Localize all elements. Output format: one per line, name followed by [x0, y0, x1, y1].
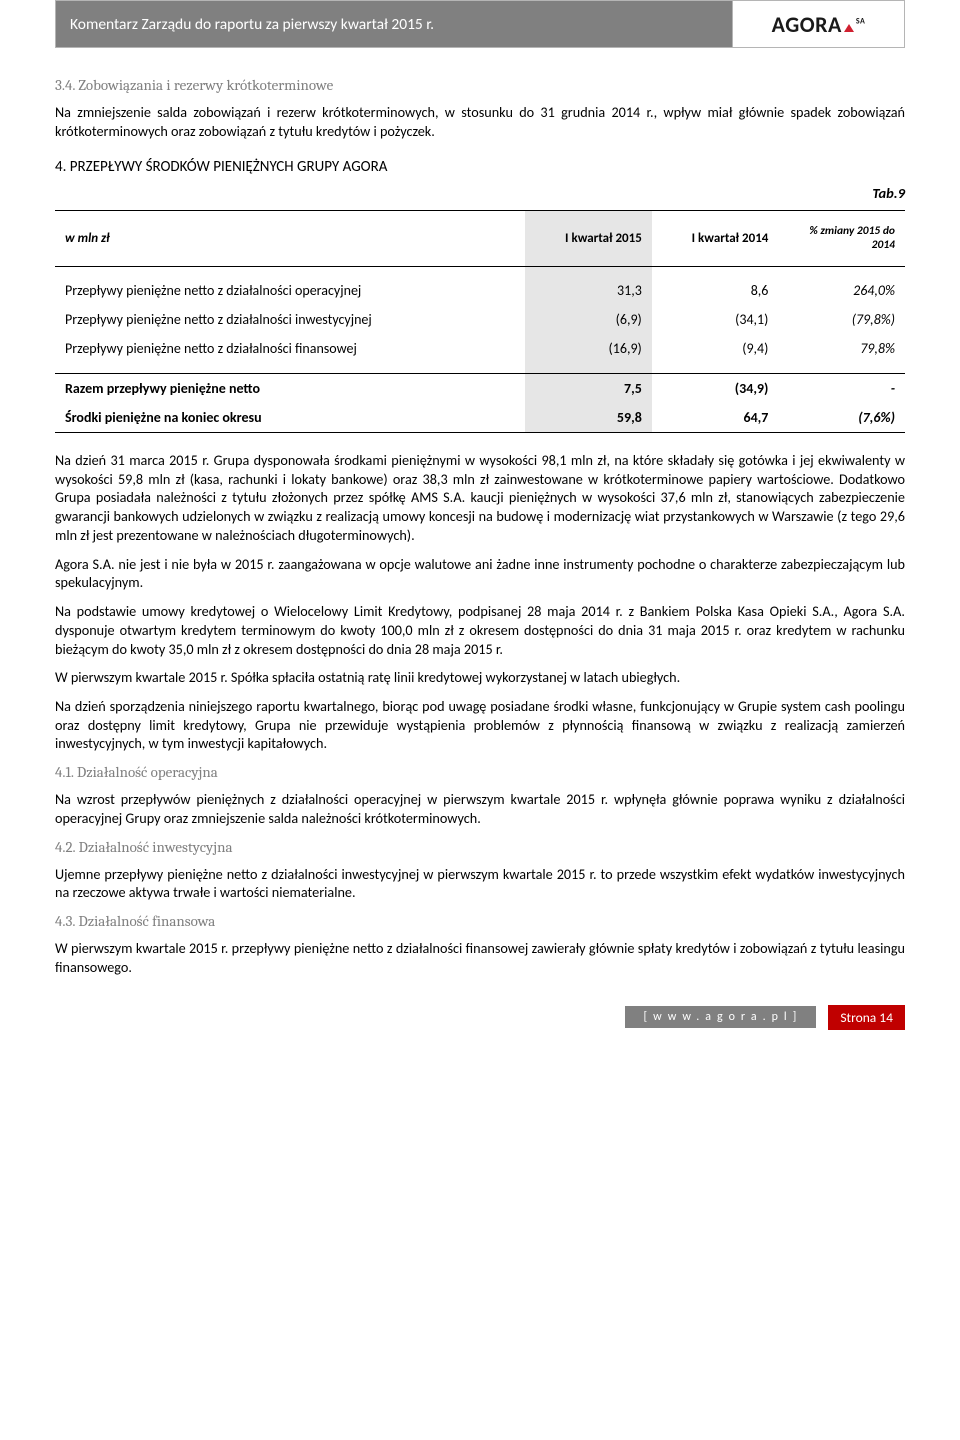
row-label: Przepływy pieniężne netto z działalności…	[55, 305, 525, 334]
para-after-1: Na dzień 31 marca 2015 r. Grupa dysponow…	[55, 451, 905, 545]
row-label: Razem przepływy pieniężne netto	[55, 373, 525, 403]
table-row: Przepływy pieniężne netto z działalności…	[55, 276, 905, 305]
table-row-ending: Środki pieniężne na koniec okresu 59,8 6…	[55, 403, 905, 433]
row-v2015: 7,5	[525, 373, 652, 403]
col-pct: % zmiany 2015 do 2014	[778, 211, 905, 266]
page-footer: [www.agora.pl] Strona 14	[55, 1005, 905, 1030]
para-3-4: Na zmniejszenie salda zobowiązań i rezer…	[55, 103, 905, 140]
logo-triangle-icon	[844, 24, 854, 32]
row-v2014: 64,7	[652, 403, 779, 433]
row-label: Środki pieniężne na koniec okresu	[55, 403, 525, 433]
row-label: Przepływy pieniężne netto z działalności…	[55, 276, 525, 305]
cashflow-table: w mln zł I kwartał 2015 I kwartał 2014 %…	[55, 210, 905, 432]
para-after-2: Agora S.A. nie jest i nie była w 2015 r.…	[55, 555, 905, 592]
heading-4-1: 4.1. Działalność operacyjna	[55, 763, 905, 781]
table-row: Przepływy pieniężne netto z działalności…	[55, 334, 905, 363]
para-4-2: Ujemne przepływy pieniężne netto z dział…	[55, 865, 905, 902]
row-v2015: 59,8	[525, 403, 652, 433]
row-v2014: (34,9)	[652, 373, 779, 403]
row-pct: (79,8%)	[778, 305, 905, 334]
row-v2014: 8,6	[652, 276, 779, 305]
row-v2014: (34,1)	[652, 305, 779, 334]
footer-page-number: Strona 14	[828, 1005, 905, 1030]
row-v2015: (6,9)	[525, 305, 652, 334]
page-header: Komentarz Zarządu do raportu za pierwszy…	[55, 0, 905, 48]
row-v2015: (16,9)	[525, 334, 652, 363]
row-pct: -	[778, 373, 905, 403]
row-pct: (7,6%)	[778, 403, 905, 433]
row-pct: 264,0%	[778, 276, 905, 305]
header-title: Komentarz Zarządu do raportu za pierwszy…	[55, 0, 733, 48]
para-after-5: Na dzień sporządzenia niniejszego raport…	[55, 697, 905, 753]
para-4-1: Na wzrost przepływów pieniężnych z dział…	[55, 790, 905, 827]
table-label: Tab.9	[55, 184, 905, 202]
para-4-3: W pierwszym kwartale 2015 r. przepływy p…	[55, 939, 905, 976]
col-unit: w mln zł	[55, 211, 525, 266]
col-q1-2015: I kwartał 2015	[525, 211, 652, 266]
heading-4: 4. PRZEPŁYWY ŚRODKÓW PIENIĘŻNYCH GRUPY A…	[55, 158, 905, 176]
para-after-3: Na podstawie umowy kredytowej o Wielocel…	[55, 602, 905, 658]
heading-3-4: 3.4. Zobowiązania i rezerwy krótkotermin…	[55, 76, 905, 94]
table-row: Przepływy pieniężne netto z działalności…	[55, 305, 905, 334]
col-q1-2014: I kwartał 2014	[652, 211, 779, 266]
row-pct: 79,8%	[778, 334, 905, 363]
table-row-total: Razem przepływy pieniężne netto 7,5 (34,…	[55, 373, 905, 403]
logo-text: AGORASA	[772, 11, 866, 38]
heading-4-2: 4.2. Działalność inwestycyjna	[55, 838, 905, 856]
row-label: Przepływy pieniężne netto z działalności…	[55, 334, 525, 363]
footer-url: [www.agora.pl]	[625, 1006, 816, 1028]
row-v2014: (9,4)	[652, 334, 779, 363]
heading-4-3: 4.3. Działalność finansowa	[55, 912, 905, 930]
row-v2015: 31,3	[525, 276, 652, 305]
para-after-4: W pierwszym kwartale 2015 r. Spółka spła…	[55, 668, 905, 687]
header-logo: AGORASA	[733, 0, 905, 48]
